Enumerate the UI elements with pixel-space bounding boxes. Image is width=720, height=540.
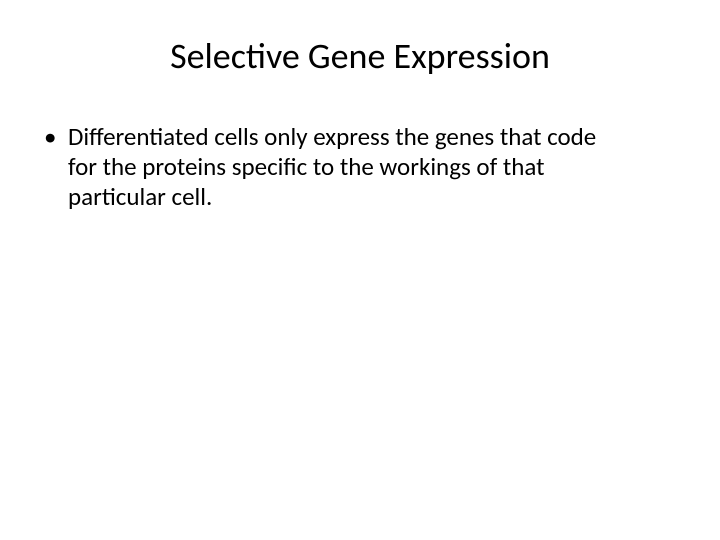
bullet-list: Differentiated cells only express the ge…: [36, 122, 684, 212]
bullet-item: Differentiated cells only express the ge…: [40, 122, 620, 212]
slide-title: Selective Gene Expression: [36, 34, 684, 78]
slide: Selective Gene Expression Differentiated…: [0, 0, 720, 540]
